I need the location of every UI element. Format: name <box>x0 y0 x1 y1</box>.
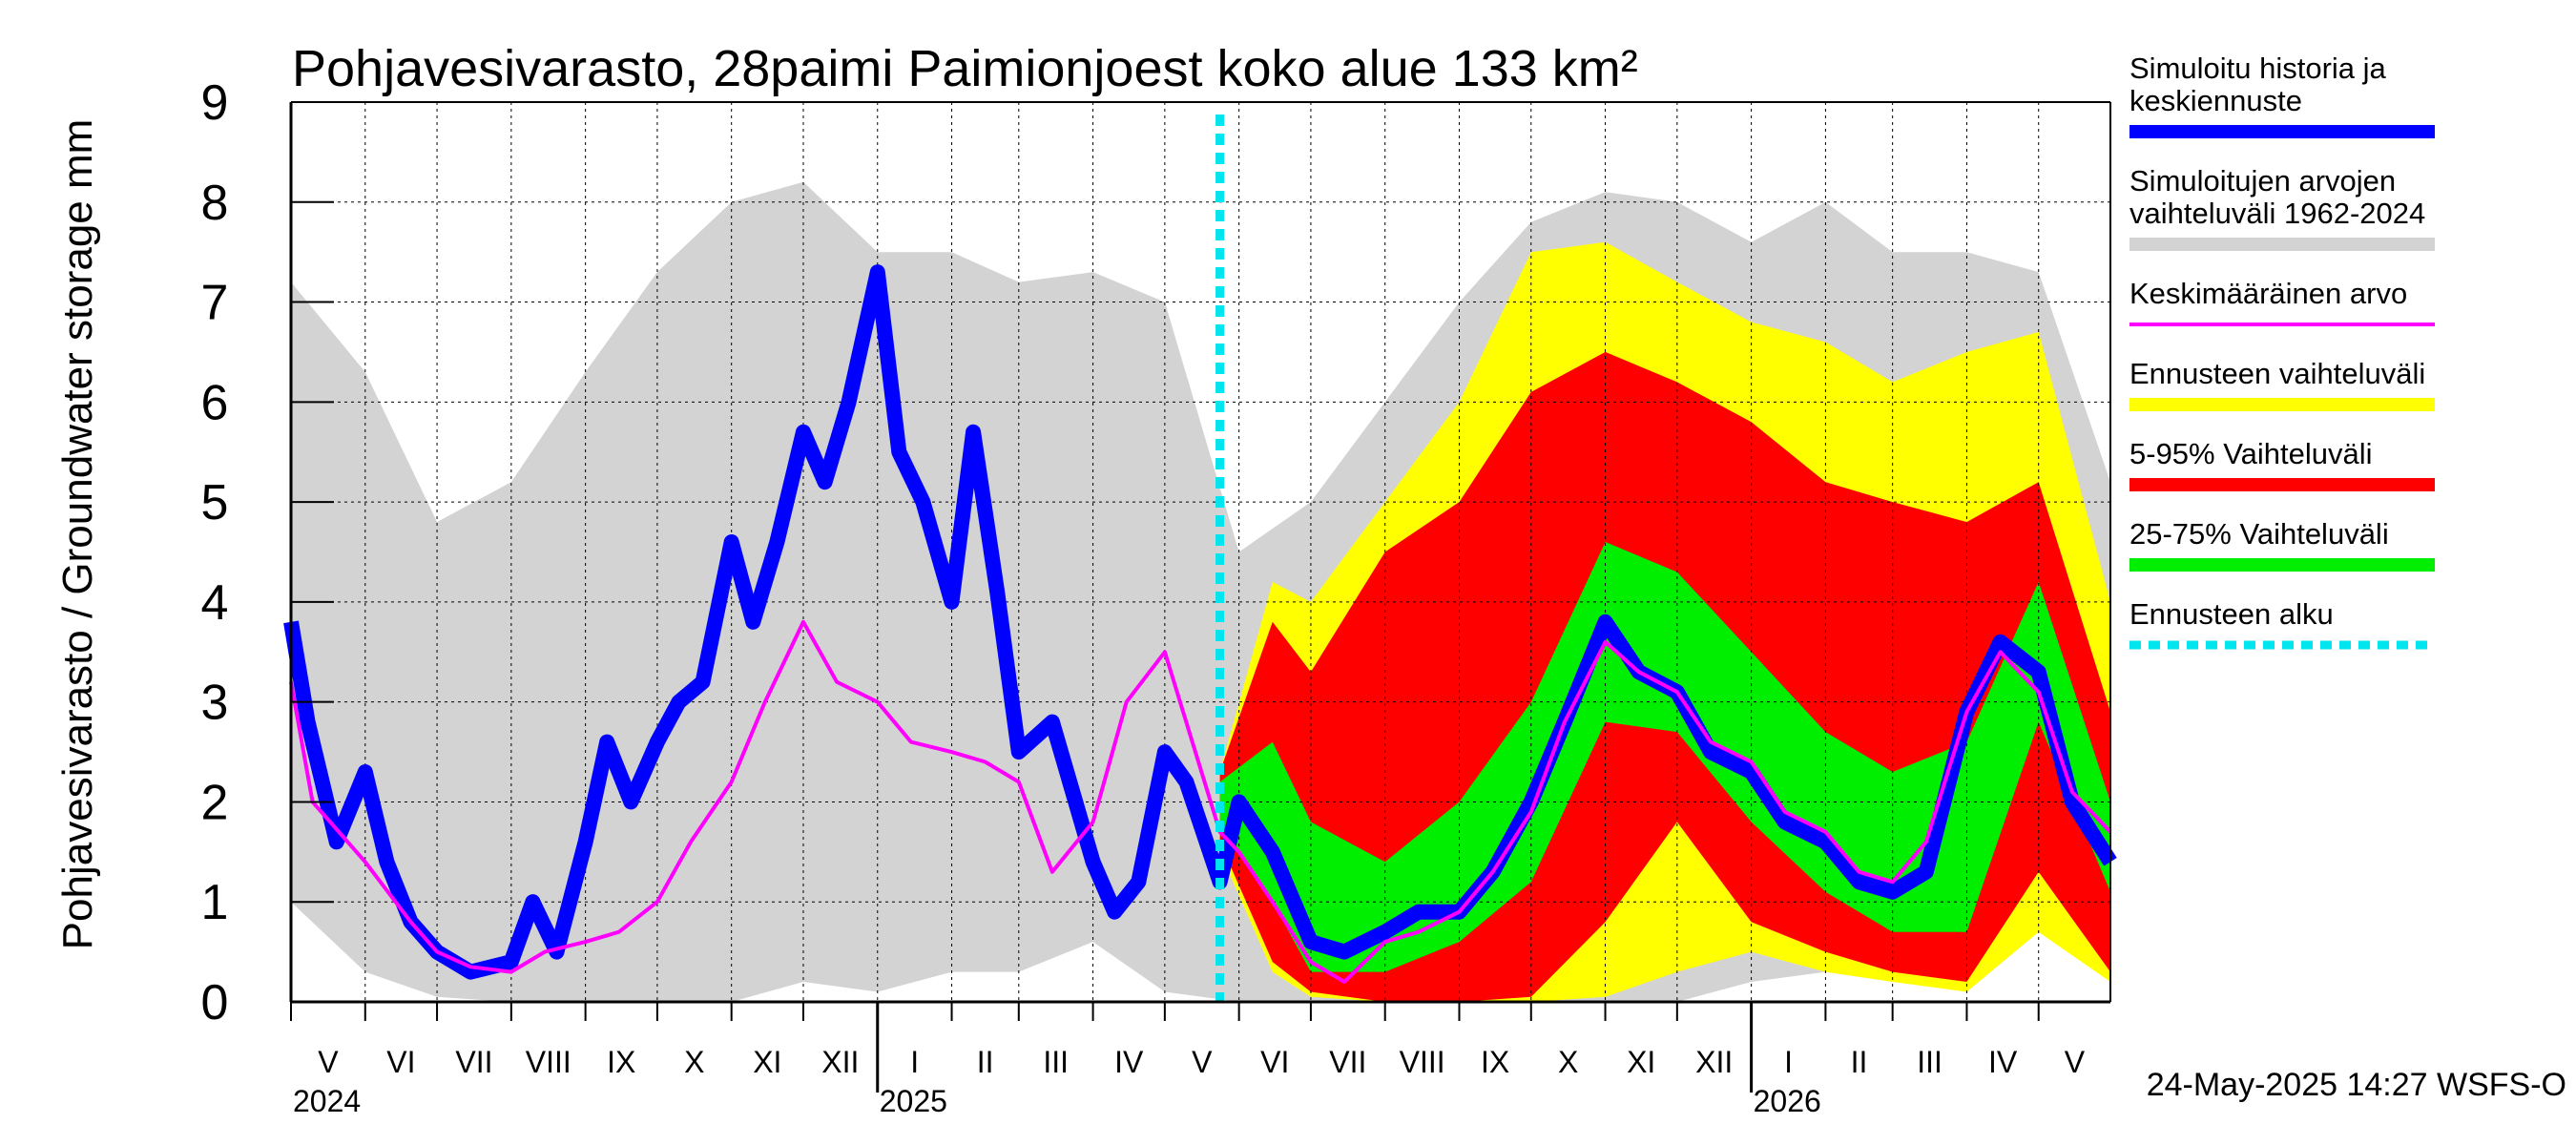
month-label: IV <box>1114 1045 1144 1079</box>
legend-label: Ennusteen alku <box>2129 597 2334 631</box>
plot-area <box>283 102 2117 1003</box>
y-tick-label: 0 <box>201 975 229 1030</box>
y-tick-label: 3 <box>201 676 229 731</box>
legend: Simuloitu historia ja keskiennuste Simuloi… <box>2129 52 2435 650</box>
month-label: IV <box>1988 1045 2018 1079</box>
month-label: X <box>1558 1045 1578 1079</box>
y-tick-label: 4 <box>201 575 229 631</box>
month-label: VIII <box>526 1045 571 1079</box>
chart-title: Pohjavesivarasto, 28paimi Paimionjoest k… <box>292 40 1638 97</box>
month-label: III <box>1917 1045 1942 1079</box>
month-label: VIII <box>1400 1045 1445 1079</box>
y-tick-label: 8 <box>201 176 229 231</box>
month-label: VII <box>1329 1045 1366 1079</box>
month-label: IX <box>1481 1045 1509 1079</box>
y-tick-label: 7 <box>201 276 229 331</box>
footer-timestamp: 24-May-2025 14:27 WSFS-O <box>2147 1067 2566 1103</box>
month-label: V <box>2065 1045 2086 1079</box>
legend-label: Ennusteen vaihteluväli <box>2129 357 2425 390</box>
legend-label: 5-95% Vaihteluväli <box>2129 437 2372 470</box>
month-label: VI <box>386 1045 415 1079</box>
month-label: III <box>1043 1045 1069 1079</box>
month-label: VI <box>1260 1045 1289 1079</box>
month-label: XII <box>821 1045 859 1079</box>
year-label: 2024 <box>293 1084 361 1118</box>
legend-label: Simuloitu historia ja keskiennuste <box>2129 52 2387 117</box>
y-tick-label: 1 <box>201 875 229 930</box>
y-tick-label: 6 <box>201 375 229 430</box>
y-axis-label: Pohjavesivarasto / Groundwater storage m… <box>54 119 101 950</box>
month-label: VII <box>455 1045 492 1079</box>
y-tick-label: 9 <box>201 75 229 131</box>
year-label: 2025 <box>880 1084 947 1118</box>
month-label: XI <box>1627 1045 1655 1079</box>
legend-label: 25-75% Vaihteluväli <box>2129 517 2389 551</box>
month-label: V <box>1192 1045 1213 1079</box>
year-label: 2026 <box>1754 1084 1821 1118</box>
band-3 <box>1219 542 2110 972</box>
legend-label: Keskimääräinen arvo <box>2129 277 2407 310</box>
month-label: V <box>318 1045 339 1079</box>
month-label: XI <box>753 1045 781 1079</box>
y-tick-label: 2 <box>201 775 229 830</box>
month-label: I <box>1784 1045 1793 1079</box>
month-label: I <box>910 1045 919 1079</box>
month-label: X <box>684 1045 704 1079</box>
month-label: II <box>977 1045 994 1079</box>
month-label: IX <box>607 1045 635 1079</box>
line-0 <box>283 264 2117 980</box>
month-label: II <box>1851 1045 1868 1079</box>
month-label: XII <box>1695 1045 1733 1079</box>
y-tick-label: 5 <box>201 475 229 531</box>
legend-label: Simuloitujen arvojen vaihteluväli 1962-20… <box>2129 164 2425 230</box>
